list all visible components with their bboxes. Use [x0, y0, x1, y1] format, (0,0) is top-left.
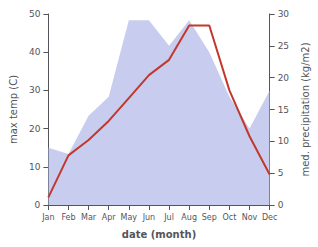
svg-text:May: May	[121, 213, 138, 222]
svg-text:25: 25	[278, 41, 289, 51]
svg-text:Oct: Oct	[222, 213, 236, 222]
svg-text:30: 30	[278, 9, 290, 19]
svg-text:Feb: Feb	[61, 213, 75, 222]
svg-text:5: 5	[278, 168, 284, 178]
svg-text:Apr: Apr	[102, 213, 117, 222]
svg-text:15: 15	[278, 105, 289, 115]
svg-text:Sep: Sep	[202, 213, 217, 222]
svg-text:Jan: Jan	[41, 213, 54, 222]
svg-text:10: 10	[29, 162, 41, 172]
svg-text:50: 50	[29, 9, 41, 19]
svg-text:0: 0	[35, 200, 41, 210]
svg-text:Aug: Aug	[181, 213, 197, 222]
svg-text:10: 10	[278, 136, 290, 146]
svg-text:20: 20	[29, 124, 41, 134]
svg-text:Jul: Jul	[163, 213, 174, 222]
svg-text:40: 40	[29, 47, 41, 57]
svg-text:0: 0	[278, 200, 284, 210]
svg-text:Dec: Dec	[262, 213, 277, 222]
svg-text:med. precipitation (kg/m2): med. precipitation (kg/m2)	[300, 42, 311, 176]
svg-text:Mar: Mar	[81, 213, 97, 222]
svg-text:max temp (C): max temp (C)	[8, 75, 19, 144]
svg-text:Nov: Nov	[242, 213, 258, 222]
svg-text:20: 20	[278, 73, 290, 83]
svg-text:30: 30	[29, 85, 41, 95]
svg-text:date (month): date (month)	[122, 229, 196, 240]
svg-text:Jun: Jun	[142, 213, 156, 222]
